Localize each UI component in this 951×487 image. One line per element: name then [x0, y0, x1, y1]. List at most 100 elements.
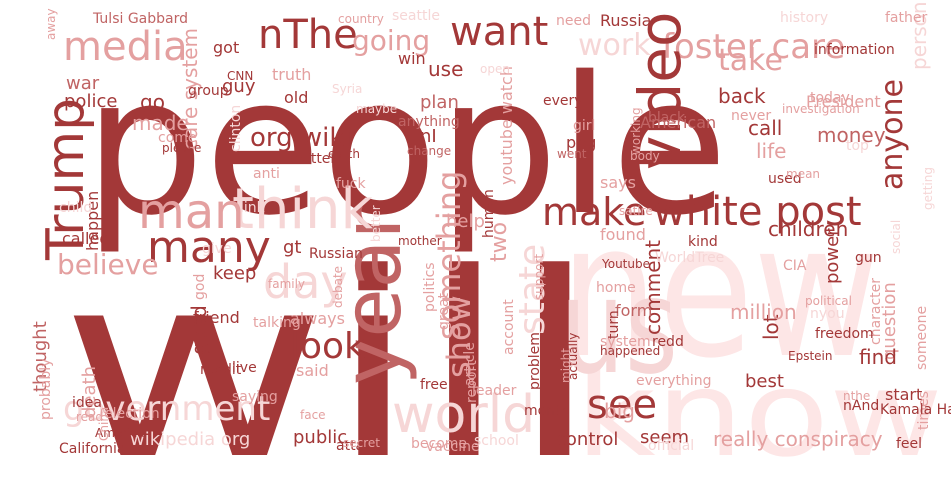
word-away: away [44, 8, 58, 40]
word-school: school [474, 433, 519, 449]
word-leader: leader [472, 383, 517, 399]
word-give: give [202, 241, 232, 257]
word-attack: attack [336, 438, 381, 454]
word-win: win [398, 49, 426, 68]
word-talking: talking [253, 315, 301, 331]
word-problem: problem [527, 332, 543, 390]
word-man: man [138, 184, 245, 240]
word-election: election [104, 406, 160, 422]
word-satire: satire [619, 204, 653, 218]
word-reddit: reddit [200, 362, 242, 378]
word-help: help [446, 211, 485, 232]
word-mother: mother [398, 234, 442, 248]
word-home: home [596, 280, 636, 296]
word-working: working [629, 107, 643, 155]
word-freedom: freedom [815, 326, 874, 342]
word-gun: gun [855, 250, 882, 266]
word-change: change [407, 144, 451, 158]
word-year: year [326, 206, 419, 385]
word-system: system [600, 334, 651, 350]
word-nand: nAnd [843, 398, 879, 414]
word-made: made [132, 111, 189, 135]
word-times: times [916, 391, 932, 430]
word-kind: kind [688, 234, 718, 250]
word-seattle: seattle [392, 8, 440, 24]
word-worldtree: WorldTree [655, 250, 724, 266]
word-will: will [60, 219, 600, 487]
word-take: take [718, 43, 783, 78]
word-month: month [524, 403, 569, 419]
word-account: account [501, 299, 517, 355]
word-people: people [84, 36, 728, 257]
word-link: link [240, 200, 266, 216]
word-us: us [560, 250, 678, 404]
word-nthe: nThe [258, 12, 358, 58]
word-might: might [559, 348, 573, 383]
word-form: form [615, 301, 652, 320]
word-cia: CIA [783, 258, 807, 274]
word-article: article [462, 342, 478, 386]
word-father: father [885, 10, 927, 26]
word-social: social [889, 220, 903, 254]
word-mean: mean [786, 167, 820, 181]
word-probably: probably [38, 359, 54, 420]
word-care-system: care system [178, 28, 202, 150]
word-face: face [300, 408, 326, 422]
word-children: children [768, 217, 848, 241]
word-see: see [587, 382, 657, 428]
word-president: President [806, 92, 881, 111]
word-make: make [542, 190, 646, 234]
word-look: look [290, 326, 365, 367]
word-keep: keep [213, 263, 256, 284]
word-never: never [731, 108, 771, 124]
word-saying: saying [232, 389, 278, 405]
word-png: png [566, 133, 596, 152]
word-anything: anything [398, 114, 460, 130]
word-history: history [780, 10, 828, 26]
word-character: character [868, 278, 884, 345]
word-california: California [59, 441, 125, 457]
word-government: government [63, 389, 270, 429]
word-need: need [556, 13, 591, 29]
word-power: power [822, 228, 843, 284]
word-god: god [192, 274, 208, 300]
word-new: new [560, 183, 880, 399]
word-nthe: nthe [843, 389, 870, 403]
word-back: back [718, 84, 766, 108]
word-death: death [79, 366, 100, 418]
word-american: American [640, 113, 716, 132]
word-russia: Russia [600, 11, 651, 30]
word-america: America [95, 426, 145, 440]
word-body: body [630, 149, 660, 163]
word-use: use [428, 57, 463, 81]
word-found: found [600, 225, 646, 244]
word-investigation: investigation [782, 102, 860, 116]
word-turn: turn [606, 310, 622, 339]
word-public: public [293, 427, 347, 448]
word-call: call [748, 116, 782, 140]
word-top: top [846, 138, 869, 154]
word-child: child [59, 200, 92, 216]
word-tulsi-gabbard: Tulsi Gabbard [92, 11, 188, 27]
word-better: better [369, 205, 383, 242]
word-russian: Russian [309, 246, 363, 262]
word-someone: someone [914, 306, 930, 370]
word-used: used [768, 171, 802, 187]
word-support: support [532, 254, 546, 300]
word-got: got [213, 38, 239, 57]
word-friend: friend [193, 308, 240, 327]
word-show: show [440, 295, 478, 378]
word-war: war [66, 73, 100, 94]
word-live: live [232, 360, 257, 376]
word-black: black [648, 110, 686, 126]
word-two: two [487, 222, 512, 262]
word-something: something [430, 171, 468, 340]
word-redd: redd [652, 334, 684, 350]
word-twitter: twitter [290, 151, 336, 167]
word-everything: everything [636, 373, 712, 389]
word-secret: secret [343, 436, 380, 450]
word-idea: idea [72, 395, 102, 411]
word-seem: seem [640, 427, 689, 448]
word-youtube-watch: youtube watch [497, 66, 516, 185]
